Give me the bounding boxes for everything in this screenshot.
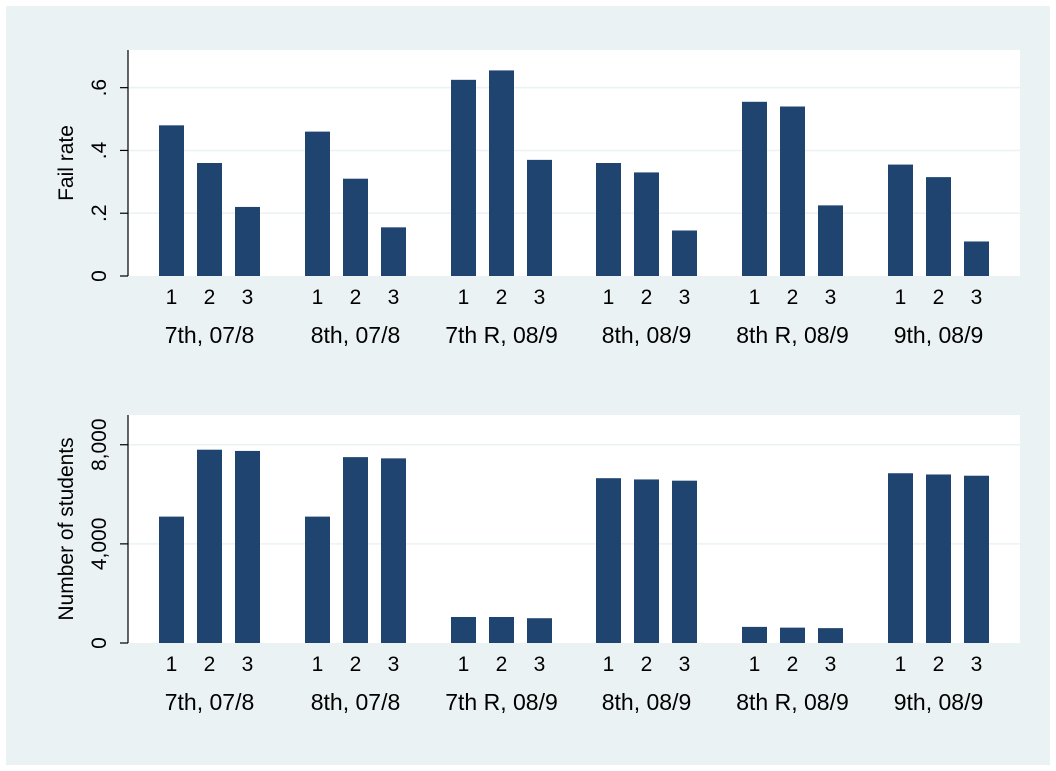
bar xyxy=(451,616,476,643)
group-label: 8th, 08/9 xyxy=(602,689,692,715)
bar xyxy=(780,106,805,276)
x-tick-label: 2 xyxy=(787,286,799,309)
bar xyxy=(964,475,989,643)
bar xyxy=(596,478,621,643)
x-tick-label: 1 xyxy=(603,653,615,676)
group-label: 9th, 08/9 xyxy=(894,689,984,715)
x-tick-label: 2 xyxy=(350,653,362,676)
bar xyxy=(964,241,989,276)
bar xyxy=(381,458,406,643)
group-label: 7th R, 08/9 xyxy=(445,689,558,715)
panel-1: 0 .2 .4 .6 1 2 3 7th, 07/8 1 2 3 8th, 07/8 1 2 3 7th R,… xyxy=(55,50,1020,348)
group-label: 7th, 07/8 xyxy=(165,689,255,715)
bar xyxy=(926,177,951,276)
bar xyxy=(742,101,767,277)
bar xyxy=(527,618,552,643)
y-tick-label: .6 xyxy=(88,79,111,97)
x-tick-label: 3 xyxy=(534,653,546,676)
x-tick-label: 1 xyxy=(166,286,178,309)
bar xyxy=(343,178,368,276)
group-label: 9th, 08/9 xyxy=(894,322,984,348)
x-tick-label: 3 xyxy=(242,286,254,309)
x-tick-label: 2 xyxy=(204,653,216,676)
x-tick-label: 1 xyxy=(749,653,761,676)
x-tick-label: 1 xyxy=(312,653,324,676)
bar xyxy=(672,480,697,643)
bar xyxy=(742,626,767,643)
bar xyxy=(197,449,222,643)
x-tick-label: 2 xyxy=(933,286,945,309)
bar xyxy=(489,616,514,643)
y-tick-label: 0 xyxy=(88,637,111,649)
x-tick-label: 3 xyxy=(534,286,546,309)
bar xyxy=(818,628,843,643)
y-axis-title: Number of students xyxy=(55,437,78,620)
x-tick-label: 3 xyxy=(679,653,691,676)
bar xyxy=(888,473,913,643)
x-tick-label: 2 xyxy=(496,286,508,309)
x-tick-label: 1 xyxy=(166,653,178,676)
x-tick-label: 3 xyxy=(679,286,691,309)
x-tick-label: 3 xyxy=(825,653,837,676)
group-label: 8th R, 08/9 xyxy=(736,689,849,715)
x-tick-label: 1 xyxy=(749,286,761,309)
bar xyxy=(672,230,697,276)
bar xyxy=(159,516,184,643)
x-tick-label: 2 xyxy=(641,653,653,676)
bar xyxy=(527,159,552,276)
y-tick-label: 4,000 xyxy=(88,518,111,571)
group-label: 7th, 07/8 xyxy=(165,322,255,348)
x-tick-label: 1 xyxy=(603,286,615,309)
bar xyxy=(305,516,330,643)
bar xyxy=(159,125,184,276)
group-label: 8th R, 08/9 xyxy=(736,322,849,348)
x-tick-label: 2 xyxy=(933,653,945,676)
x-tick-label: 3 xyxy=(242,653,254,676)
bar xyxy=(451,79,476,276)
y-tick-label: .2 xyxy=(88,204,111,222)
bar xyxy=(596,163,621,276)
x-tick-label: 3 xyxy=(971,286,983,309)
x-tick-label: 3 xyxy=(388,653,400,676)
bar xyxy=(926,474,951,643)
group-label: 7th R, 08/9 xyxy=(445,322,558,348)
x-tick-label: 1 xyxy=(458,286,470,309)
plot-area xyxy=(128,415,1020,643)
y-tick-label: .4 xyxy=(88,141,111,159)
bar xyxy=(888,164,913,276)
bar xyxy=(197,163,222,276)
panel-2: 0 4,000 8,000 1 2 3 7th, 07/8 1 2 3 8th, 07/8 1 2 3 7t… xyxy=(55,415,1020,715)
y-tick-label: 0 xyxy=(88,270,111,282)
x-tick-label: 3 xyxy=(388,286,400,309)
x-tick-label: 1 xyxy=(458,653,470,676)
bar xyxy=(235,450,260,643)
bar xyxy=(780,627,805,643)
group-label: 8th, 07/8 xyxy=(311,689,401,715)
bar xyxy=(818,205,843,276)
x-tick-label: 2 xyxy=(787,653,799,676)
x-tick-label: 3 xyxy=(971,653,983,676)
group-label: 8th, 08/9 xyxy=(602,322,692,348)
x-tick-label: 1 xyxy=(312,286,324,309)
x-tick-label: 1 xyxy=(895,653,907,676)
x-tick-label: 2 xyxy=(496,653,508,676)
bar xyxy=(489,70,514,277)
bar xyxy=(343,457,368,643)
bar xyxy=(634,172,659,276)
plot-area xyxy=(128,50,1020,276)
x-tick-label: 3 xyxy=(825,286,837,309)
x-tick-label: 2 xyxy=(641,286,653,309)
top-cropped-strip xyxy=(0,0,1056,6)
y-axis-title: Fail rate xyxy=(55,125,78,201)
x-tick-label: 2 xyxy=(204,286,216,309)
bar xyxy=(305,131,330,276)
group-label: 8th, 07/8 xyxy=(311,322,401,348)
bar xyxy=(381,227,406,276)
bar xyxy=(235,206,260,276)
x-tick-label: 2 xyxy=(350,286,362,309)
x-tick-label: 1 xyxy=(895,286,907,309)
y-tick-label: 8,000 xyxy=(88,418,111,471)
bar xyxy=(634,479,659,643)
